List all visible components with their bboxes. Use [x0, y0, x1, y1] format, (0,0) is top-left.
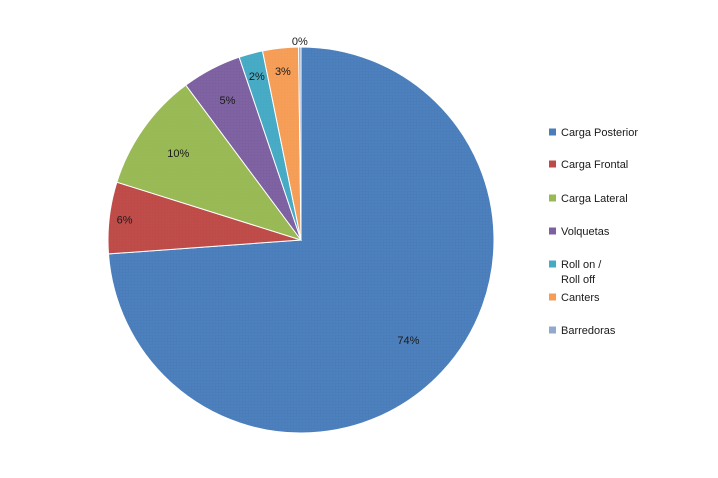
slice-texture-canters	[262, 47, 301, 240]
slice-texture-carga-frontal	[107, 182, 301, 254]
legend-label-barredoras: Barredoras	[561, 325, 616, 337]
legend-swatch-barredoras	[549, 326, 556, 334]
legend-label-carga-frontal: Carga Frontal	[561, 159, 628, 171]
data-label-canters: 3%	[275, 66, 291, 78]
legend-label-volquetas: Volquetas	[561, 226, 610, 238]
slice-texture-volquetas	[185, 57, 301, 240]
legend-label-roll-on-roll-off-line-1: Roll on /	[561, 259, 602, 271]
data-label-carga-lateral: 10%	[167, 148, 189, 160]
legend-label-canters: Canters	[561, 292, 600, 304]
slice-texture-roll-on-roll-off	[239, 50, 301, 241]
legend-label-carga-posterior: Carga Posterior	[561, 127, 638, 139]
data-label-barredoras: 0%	[292, 36, 308, 48]
legend-label-carga-lateral: Carga Lateral	[561, 193, 628, 205]
legend-swatch-carga-posterior	[549, 128, 556, 136]
data-label-carga-posterior: 74%	[397, 335, 419, 347]
data-label-roll-on-roll-off: 2%	[249, 71, 265, 83]
slice-texture-carga-lateral	[116, 85, 301, 241]
legend-swatch-volquetas	[549, 227, 556, 235]
data-labels: 74% 6% 10% 5% 2% 3% 0%	[117, 36, 420, 347]
legend-swatch-roll-on-roll-off	[549, 260, 556, 268]
data-label-volquetas: 5%	[220, 95, 236, 107]
legend: Carga Posterior Carga Frontal Carga Latera…	[549, 127, 638, 337]
slice-texture-carga-posterior	[108, 47, 494, 433]
pie-texture	[107, 47, 494, 433]
legend-swatch-carga-lateral	[549, 194, 556, 202]
legend-label-roll-on-roll-off-line-2: Roll off	[561, 274, 596, 286]
legend-swatch-carga-frontal	[549, 160, 556, 168]
slice-texture-barredoras	[298, 47, 301, 240]
legend-swatch-canters	[549, 293, 556, 301]
data-label-carga-frontal: 6%	[117, 214, 133, 226]
